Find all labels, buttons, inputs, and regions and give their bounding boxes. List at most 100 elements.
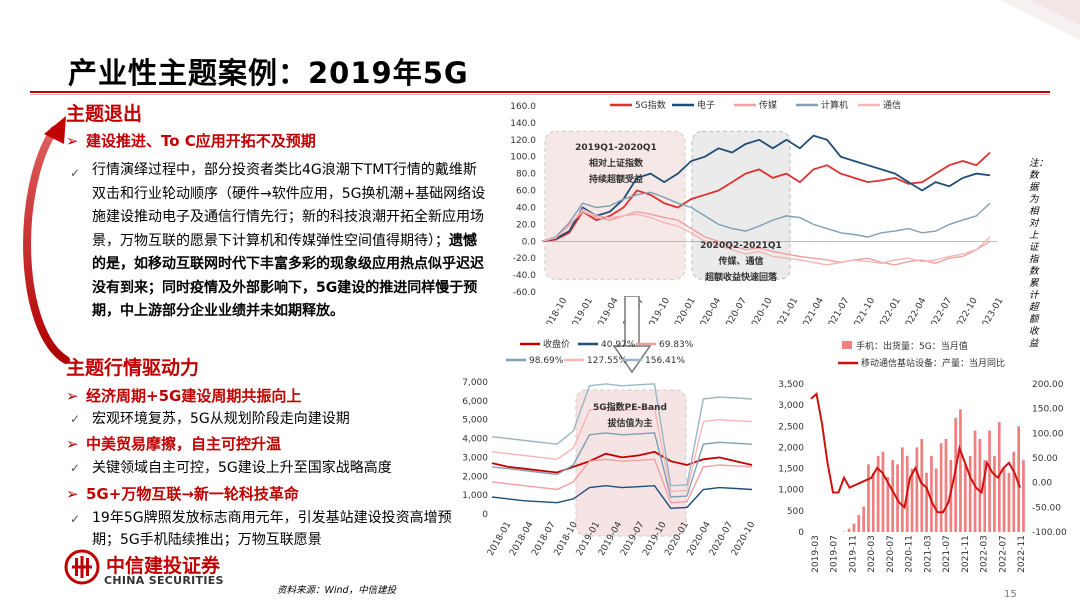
arrow-bullet-icon: ➢ (66, 387, 79, 405)
check-icon: ✓ (70, 412, 81, 426)
legend-label: 收盘价 (543, 338, 570, 350)
arrow-bullet-icon: ➢ (66, 132, 79, 150)
bar (988, 430, 991, 532)
x-tick-label: 2020-07 (886, 535, 896, 573)
x-tick-label: 2022-10 (952, 296, 980, 324)
bar (930, 455, 933, 532)
x-tick-label: 2022-03 (980, 535, 990, 573)
y-tick-label: 6,000 (462, 397, 488, 407)
series-line-3 (541, 191, 991, 242)
annotation-1-line: 持续超额受益 (589, 173, 643, 185)
y-tick-label: 40.0 (516, 203, 536, 213)
bar (876, 455, 880, 532)
y-tick-label: -60.0 (513, 288, 537, 298)
legend-label: 127.55% (587, 356, 627, 366)
bar (857, 515, 861, 532)
y-right-tick-label: 150.00 (1032, 405, 1064, 415)
bar (1002, 468, 1006, 532)
y-left-tick-label: 0 (798, 528, 804, 538)
chart-5g-phone-basestation: 3,500 3,000 2,500 2,000 1,500 1,000 500 0 200.00… (778, 340, 1067, 573)
bar (871, 472, 875, 532)
bar (964, 464, 967, 532)
annotation-pe-line: 拔估值为主 (607, 417, 652, 429)
series-line-0 (491, 450, 753, 474)
annotation-2-line: 传媒、通信 (717, 255, 763, 267)
bar (968, 455, 972, 532)
y-tick-label: 0.0 (522, 237, 537, 247)
y-tick-label: 80.0 (516, 170, 536, 180)
check-icon: ✓ (70, 461, 81, 475)
y-left-tick-label: 500 (787, 507, 804, 517)
y-tick-label: -40.0 (513, 271, 537, 281)
chart-5g-pe-band: 7,0006,0005,0004,0003,0002,0001,00002018… (462, 338, 757, 558)
exit-paragraph-bold: 遗憾的是，如移动互联网时代下丰富多彩的现象级应用热点似乎迟迟没有到来；同时疫情及… (92, 232, 484, 320)
series-line-5 (491, 383, 753, 487)
arrow-bullet-icon: ➢ (66, 435, 79, 453)
bar (862, 506, 865, 532)
legend-label: 5G指数 (635, 99, 666, 111)
y-tick-label: 60.0 (516, 187, 536, 197)
y-right-tick-label: -100.00 (1032, 528, 1067, 538)
bar (901, 447, 904, 532)
annotation-2-line: 超额收益快速回落 (704, 271, 778, 283)
bar (867, 464, 870, 532)
x-tick-label: 2022-01 (875, 296, 902, 324)
x-tick-label: 2022-04 (901, 296, 929, 324)
series-line-0 (541, 151, 991, 243)
series-line-4 (491, 407, 753, 493)
chart-note: 注：数据为相对上证指数累计超额收益 (1029, 158, 1049, 349)
y-tick-label: 160.0 (510, 102, 536, 112)
y-left-tick-label: 3,500 (778, 380, 804, 390)
y-tick-label: 0 (482, 510, 488, 520)
title-rule (30, 91, 1050, 93)
bar (983, 460, 987, 532)
x-tick-label: 2021-03 (923, 535, 933, 573)
driver-sub-3: ➢ 5G+万物互联→新一轮科技革命 (66, 483, 299, 504)
subheading-exit: ➢ 建设推进、To C应用开拓不及预期 (66, 130, 316, 151)
bar (944, 439, 948, 532)
chart-relative-excess-return: 160.0 140.0 120.0 100.0 80.0 60.0 40.0 20.0 0.0 -… (510, 99, 1005, 324)
x-tick-label: 2019-11 (848, 535, 858, 573)
exit-paragraph: 行情演绎过程中，部分投资者类比4G浪潮下TMT行情的戴维斯双击和行业轮动顺序（硬… (92, 159, 490, 324)
y-tick-label: 5,000 (462, 416, 488, 426)
y-tick-label: 100.0 (510, 153, 536, 163)
legend-label: 98.69% (529, 356, 564, 366)
y-tick-label: -20.0 (513, 254, 537, 264)
x-tick-label: 2020-07 (722, 296, 749, 324)
driver-sub-3-text: 5G+万物互联→新一轮科技革命 (86, 485, 299, 503)
x-tick-label: 2022-07 (927, 296, 954, 324)
x-tick-label: 2021-11 (961, 535, 971, 573)
x-tick-label: 2022-07 (998, 535, 1008, 573)
bar (847, 528, 851, 532)
source-note: 资料来源：Wind，中信建投 (277, 585, 397, 596)
y-tick-label: 3,000 (462, 453, 488, 463)
legend-label: 传媒 (759, 99, 777, 111)
y-tick-label: 1,000 (462, 491, 488, 501)
bar (925, 472, 928, 532)
check-icon: ✓ (70, 166, 81, 180)
series-line-1 (491, 484, 753, 510)
y-right-tick-label: 0.00 (1032, 479, 1052, 489)
y-left-tick-label: 1,000 (778, 486, 804, 496)
driver-text-2: 关键领域自主可控，5G建设上升至国家战略高度 (92, 460, 392, 476)
y-left-tick-label: 2,000 (778, 443, 804, 453)
shaded-period-2019 (544, 130, 686, 280)
x-tick-label: 2019-07 (830, 535, 840, 573)
series-line-3 (491, 432, 753, 498)
y-right-tick-label: 200.00 (1032, 380, 1064, 390)
driver-text-1: 宏观环境复苏，5G从规划阶段走向建设期 (92, 411, 350, 427)
annotation-2-line: 2020Q2-2021Q1 (700, 241, 782, 251)
bar (973, 430, 977, 532)
section-heading-drivers: 主题行情驱动力 (66, 357, 200, 379)
y-right-tick-label: -50.00 (1032, 503, 1061, 513)
x-tick-label: 2020-01 (670, 296, 697, 324)
annotation-1-line: 相对上证指数 (589, 157, 644, 169)
x-tick-label: 2021-10 (850, 296, 878, 324)
legend-label: 156.41% (645, 356, 685, 366)
bar (920, 439, 924, 532)
x-tick-label: 2020-04 (696, 296, 724, 324)
subheading-exit-text: 建设推进、To C应用开拓不及预期 (86, 132, 316, 150)
bar (881, 451, 885, 532)
legend-label: 电子 (697, 99, 715, 111)
bar (993, 455, 996, 532)
